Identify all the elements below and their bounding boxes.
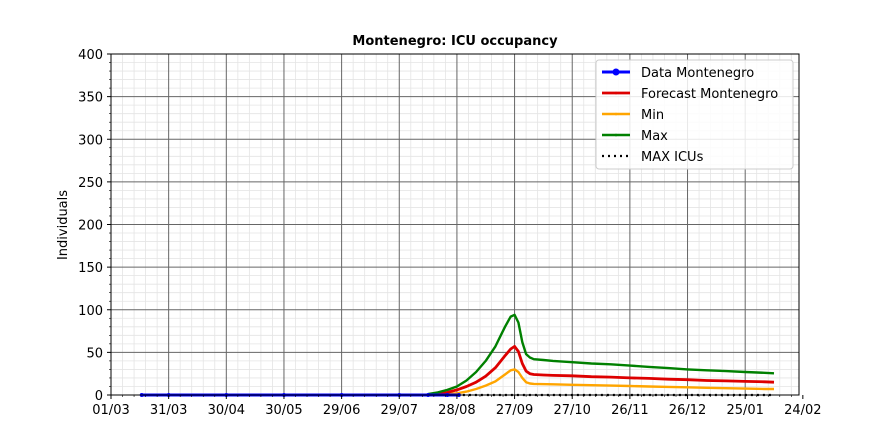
legend-marker (614, 112, 618, 116)
chart-title: Montenegro: ICU occupancy (352, 34, 558, 49)
y-tick-label: 350 (78, 91, 103, 106)
x-tick-label: 26/11 (611, 403, 648, 418)
major-grid (111, 54, 799, 395)
series-line-max (427, 313, 775, 396)
y-tick-label: 50 (86, 346, 103, 361)
y-tick-label: 0 (95, 389, 103, 404)
series-line-forecast-montenegro (427, 344, 775, 397)
x-tick-label: 30/04 (208, 403, 245, 418)
y-tick-label: 200 (78, 219, 103, 234)
axis-ticks (107, 53, 804, 399)
y-tick-label: 250 (78, 176, 103, 191)
x-tick-label: 24/02 (784, 403, 821, 418)
x-tick-label: 27/09 (496, 403, 533, 418)
y-axis-label: Individuals (56, 190, 71, 260)
legend-label-min: Min (641, 108, 664, 123)
y-tick-label: 100 (78, 304, 103, 319)
legend-marker (614, 91, 618, 95)
series-line-min (428, 368, 774, 397)
x-tick-label: 26/12 (669, 403, 706, 418)
legend-label-max: Max (641, 129, 668, 144)
x-tick-label: 31/03 (150, 403, 187, 418)
x-tick-labels: 01/03 31/03 30/04 30/05 29/06 29/07 28/08 27/09… (92, 403, 821, 418)
x-tick-label: 29/06 (323, 403, 360, 418)
y-tick-label: 150 (78, 261, 103, 276)
legend-label-forecast-montenegro: Forecast Montenegro (641, 87, 778, 102)
legend: Data Montenegro Forecast Montenegro Min Max… (595, 59, 794, 170)
x-tick-label: 25/01 (726, 403, 763, 418)
y-tick-label: 300 (78, 133, 103, 148)
x-tick-label: 28/08 (438, 403, 475, 418)
x-tick-label: 01/03 (92, 403, 129, 418)
legend-label-max-icus: MAX ICUs (641, 150, 704, 165)
y-tick-labels: 0 50 100 150 200 250 300 350 400 (78, 48, 103, 404)
x-tick-label: 30/05 (265, 403, 302, 418)
legend-marker (612, 68, 620, 76)
x-tick-label: 29/07 (381, 403, 418, 418)
legend-marker (614, 133, 618, 137)
x-tick-label: 27/10 (553, 403, 590, 418)
legend-box (595, 59, 794, 170)
y-tick-label: 400 (78, 48, 103, 63)
legend-label-data-montenegro: Data Montenegro (641, 66, 754, 81)
